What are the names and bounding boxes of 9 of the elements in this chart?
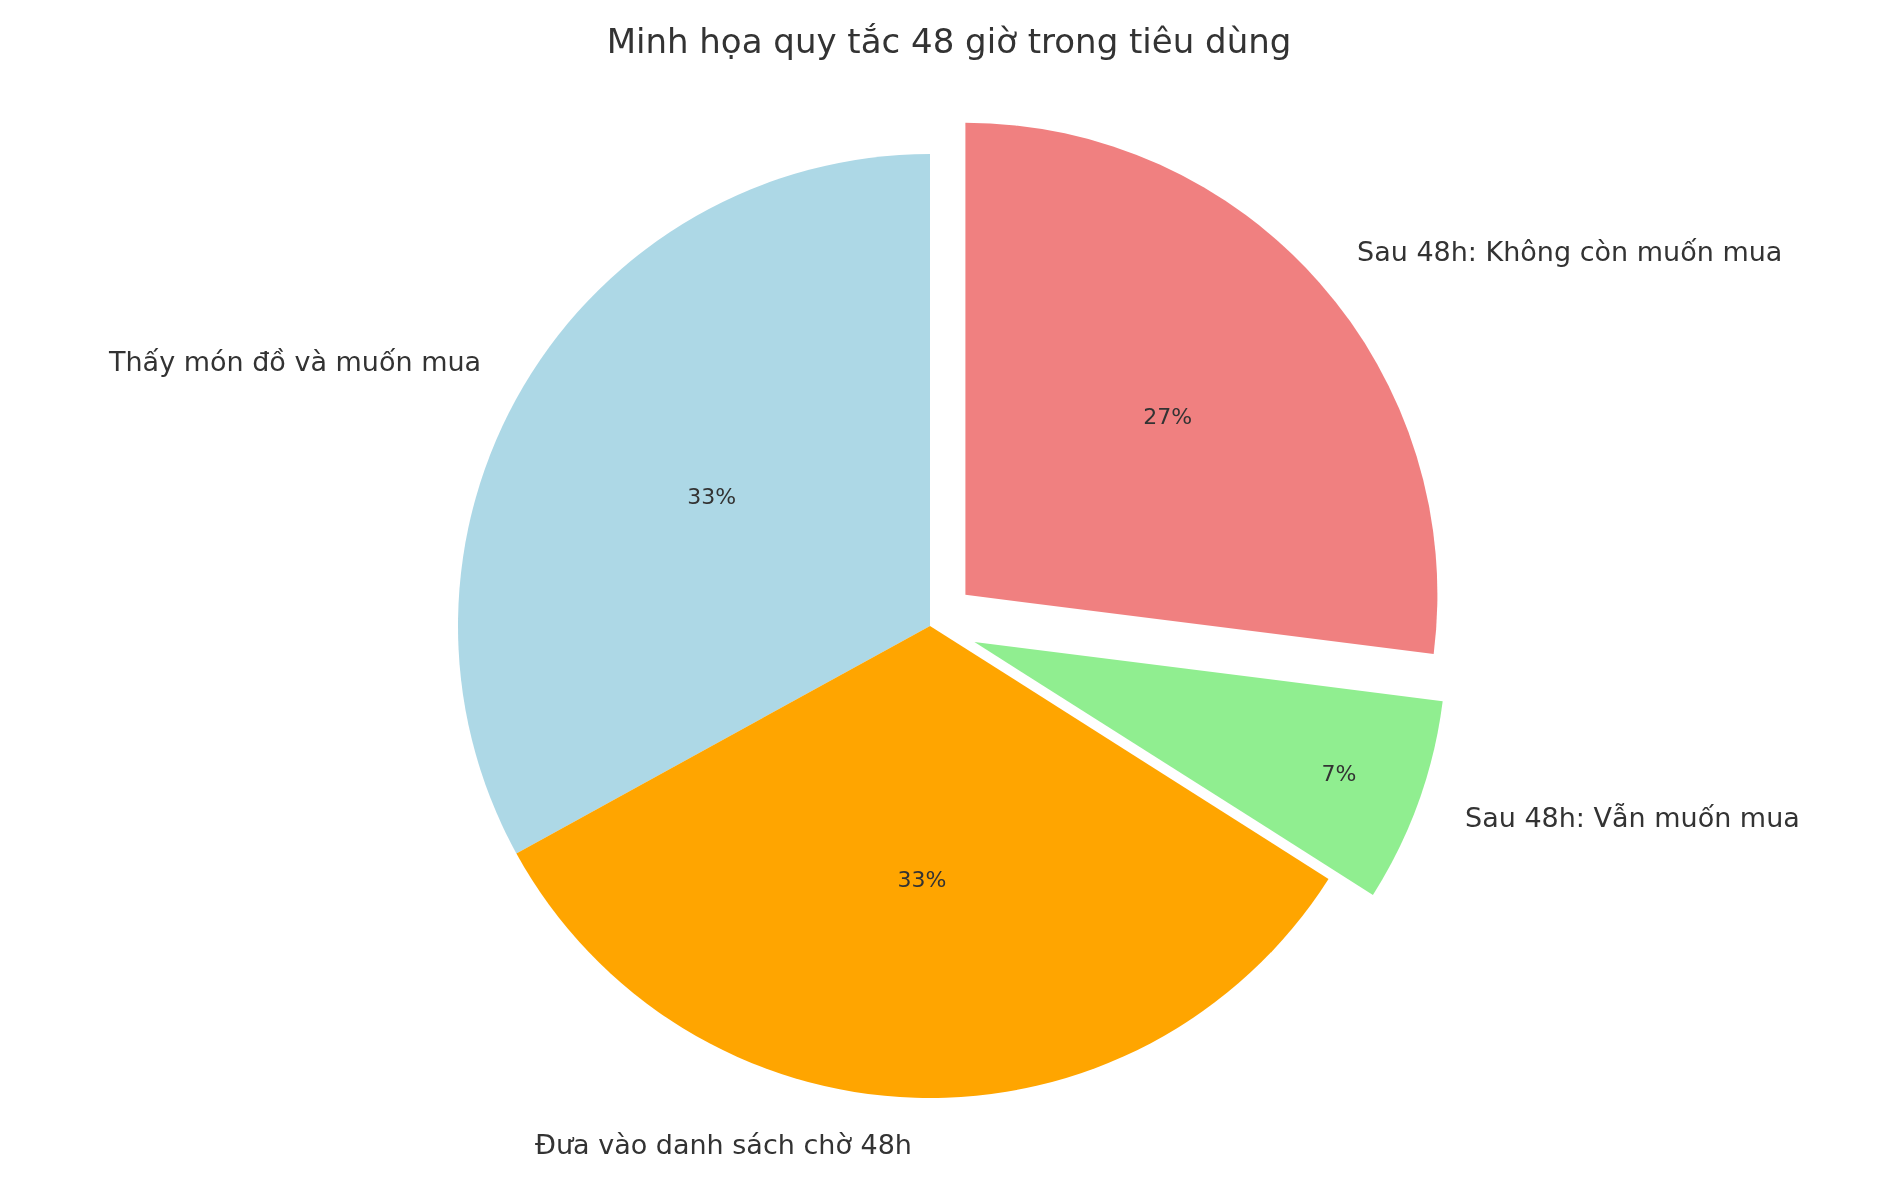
slice-label: Thấy món đồ và muốn mua	[108, 346, 482, 377]
data-label: 27%	[1143, 403, 1193, 429]
data-label: 7%	[1321, 760, 1357, 786]
chart-title: Minh họa quy tắc 48 giờ trong tiêu dùng	[606, 21, 1292, 62]
data-label: 33%	[897, 867, 947, 893]
slice-label: Đưa vào danh sách chờ 48h	[535, 1129, 912, 1160]
slice-label: Sau 48h: Vẫn muốn mua	[1465, 802, 1800, 833]
slice-label: Sau 48h: Không còn muốn mua	[1357, 236, 1783, 267]
data-label: 33%	[687, 484, 737, 510]
